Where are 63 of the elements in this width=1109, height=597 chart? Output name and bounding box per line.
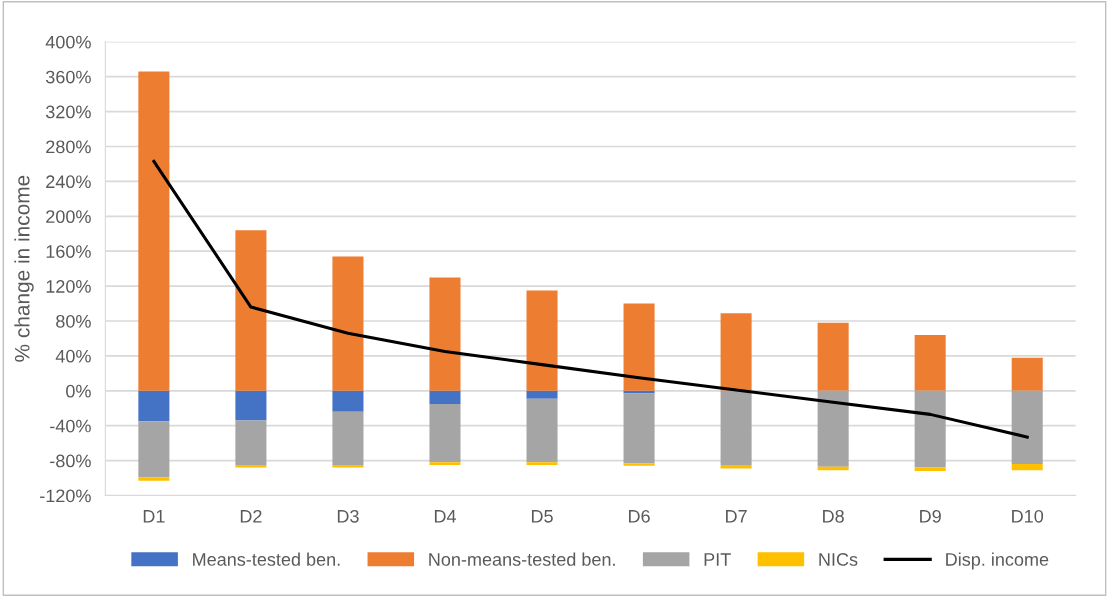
y-tick-label: 0% — [66, 384, 91, 398]
bar — [235, 390, 267, 421]
bar — [623, 463, 655, 466]
x-tick-label: D9 — [920, 509, 941, 523]
bar — [1011, 390, 1043, 465]
bar — [332, 464, 364, 468]
x-tick-label: D10 — [1012, 509, 1044, 523]
bar — [526, 398, 558, 463]
bar — [429, 390, 461, 404]
bar — [1011, 357, 1043, 391]
y-tick-label: 240% — [46, 175, 91, 189]
legend-label: Disp. income — [946, 552, 1049, 570]
x-tick-label: D7 — [726, 510, 747, 523]
y-tick-label: 400% — [45, 35, 91, 49]
bar — [235, 420, 267, 465]
bar — [429, 403, 461, 463]
y-tick-label: 80% — [56, 314, 91, 328]
y-tick-label: 280% — [46, 140, 91, 154]
y-tick-label: 40% — [55, 349, 91, 363]
y-tick-label: -40% — [50, 419, 91, 433]
y-tick-label: 360% — [45, 70, 91, 84]
y-tick-label: 120% — [46, 280, 91, 293]
x-tick-label: D6 — [629, 509, 650, 523]
bar — [526, 290, 558, 391]
bar — [914, 390, 946, 468]
bar — [623, 393, 655, 464]
x-tick-label: D8 — [823, 509, 844, 523]
y-tick-label: 200% — [46, 210, 91, 224]
bar — [138, 477, 170, 481]
bar — [720, 313, 752, 391]
bar — [526, 462, 558, 465]
bar — [914, 334, 946, 391]
bar — [332, 411, 364, 465]
bar — [429, 462, 461, 465]
bar — [138, 390, 170, 422]
bar — [235, 230, 267, 391]
y-tick-label: -80% — [50, 454, 91, 468]
bar — [138, 421, 170, 478]
legend-label: Non-means-tested ben. — [429, 552, 615, 566]
bar — [235, 464, 267, 468]
legend-label: PIT — [704, 553, 731, 566]
y-axis-title: % change in income — [14, 175, 34, 362]
y-tick-label: 320% — [45, 105, 91, 119]
bar — [429, 277, 461, 391]
x-tick-label: D3 — [337, 509, 359, 523]
x-tick-label: D5 — [531, 510, 553, 523]
bar — [1011, 464, 1043, 471]
x-tick-label: D4 — [434, 510, 456, 523]
bar — [332, 390, 364, 412]
bar — [138, 71, 170, 391]
bar — [720, 390, 752, 465]
legend-label: Means-tested ben. — [193, 552, 340, 566]
y-tick-label: -120% — [40, 489, 91, 503]
legend-label: NICs — [819, 553, 858, 566]
bar — [817, 390, 849, 467]
bar — [817, 322, 849, 391]
bar — [623, 303, 655, 391]
x-tick-label: D1 — [143, 510, 165, 523]
y-tick-label: 160% — [46, 245, 91, 258]
bar — [526, 390, 558, 399]
line-series — [152, 159, 1029, 439]
bar — [332, 256, 364, 391]
x-tick-label: D2 — [240, 509, 262, 523]
